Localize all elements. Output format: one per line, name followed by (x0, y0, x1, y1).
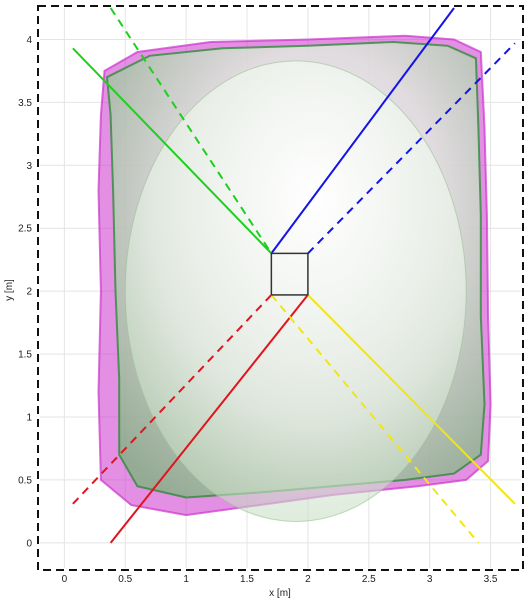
series-line-blue-solid (270, 7, 455, 254)
y-tick-label-3: 1.5 (18, 350, 32, 361)
series-lines (72, 7, 516, 544)
series-line-red-dashed (72, 294, 273, 505)
y-tick-label-5: 2.5 (18, 224, 32, 235)
center-box-group (270, 252, 309, 296)
y-axis-label: y [m] (4, 279, 15, 301)
x-tick-label-6: 3 (427, 574, 433, 585)
x-tick-label-7: 3.5 (484, 574, 498, 585)
x-tick-label-5: 2.5 (362, 574, 376, 585)
y-tick-label-7: 3.5 (18, 98, 32, 109)
outer-frame (37, 5, 524, 571)
series-line-red-solid (109, 294, 309, 544)
y-tick-labels: 0 0.5 1 1.5 2 2.5 3 3.5 4 (18, 35, 32, 549)
y-tick-label-1: 0.5 (18, 475, 32, 486)
series-line-blue-dashed (307, 42, 516, 255)
x-tick-label-2: 1 (183, 574, 189, 585)
x-tick-label-1: 0.5 (118, 574, 132, 585)
series-line-yellow-dashed (270, 294, 480, 544)
surfaces (97, 34, 492, 522)
inner-ellipse-surface (124, 60, 467, 522)
y-tick-label-4: 2 (26, 287, 32, 298)
series-line-green-solid (72, 47, 273, 255)
y-tick-label-2: 1 (26, 412, 32, 423)
x-tick-labels: 0 0.5 1 1.5 2 2.5 3 3.5 (62, 574, 498, 585)
series-line-green-dashed (109, 7, 273, 254)
x-axis-label: x [m] (269, 588, 291, 599)
y-tick-label-0: 0 (26, 538, 32, 549)
y-tick-label-6: 3 (26, 161, 32, 172)
y-tick-label-8: 4 (26, 35, 32, 46)
series-line-yellow-solid (307, 294, 516, 505)
center-box (270, 252, 309, 296)
x-tick-label-3: 1.5 (240, 574, 254, 585)
x-tick-label-0: 0 (62, 574, 68, 585)
x-tick-label-4: 2 (305, 574, 311, 585)
